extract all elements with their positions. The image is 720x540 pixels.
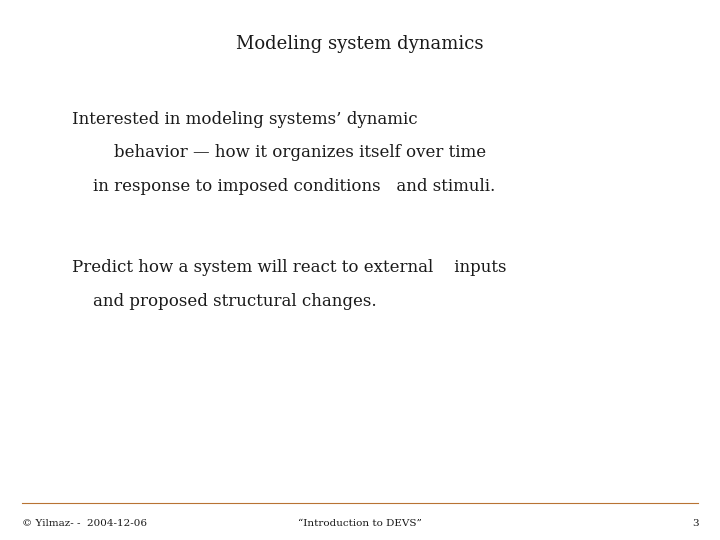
Text: Predict how a system will react to external    inputs: Predict how a system will react to exter… xyxy=(72,259,506,276)
Text: © Yilmaz- -  2004-12-06: © Yilmaz- - 2004-12-06 xyxy=(22,519,147,529)
Text: and proposed structural changes.: and proposed structural changes. xyxy=(72,293,377,309)
Text: behavior — how it organizes itself over time: behavior — how it organizes itself over … xyxy=(72,144,486,161)
Text: in response to imposed conditions   and stimuli.: in response to imposed conditions and st… xyxy=(72,178,495,194)
Text: “Introduction to DEVS”: “Introduction to DEVS” xyxy=(298,519,422,529)
Text: Modeling system dynamics: Modeling system dynamics xyxy=(236,35,484,53)
Text: Interested in modeling systems’ dynamic: Interested in modeling systems’ dynamic xyxy=(72,111,418,127)
Text: 3: 3 xyxy=(692,519,698,529)
